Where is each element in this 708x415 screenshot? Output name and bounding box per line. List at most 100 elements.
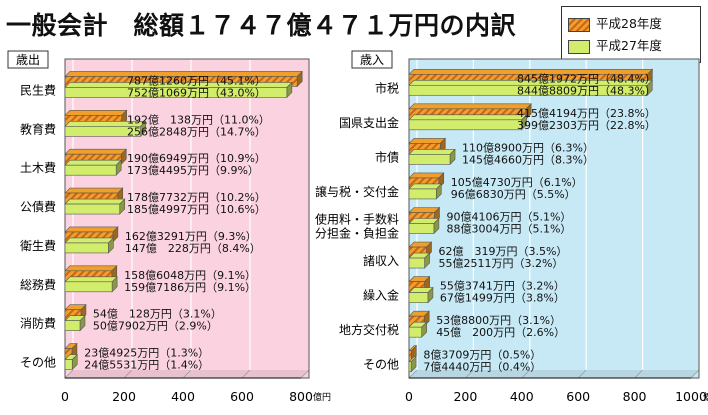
expenditure-data-label: 787億1260万円（45.1%）: [127, 74, 266, 87]
legend-item-series-a: 平成28年度: [568, 15, 662, 33]
revenue-grid-depth: [577, 369, 587, 379]
expenditure-category-label: 衛生費: [20, 238, 56, 253]
expenditure-data-label: 185億4997万円（10.6%）: [127, 203, 266, 216]
expenditure-unit-label: 億円: [313, 391, 331, 403]
expenditure-bar: [64, 320, 81, 331]
revenue-bar: [408, 292, 429, 303]
revenue-data-label: 45億 200万円（2.6%）: [436, 326, 565, 339]
expenditure-bar: [64, 87, 288, 98]
revenue-category-label: 繰入金: [363, 288, 399, 303]
expenditure-data-label: 178億7732万円（10.2%）: [127, 191, 266, 204]
legend-label-series-b: 平成27年度: [596, 38, 662, 53]
expenditure-category-label: 消防費: [20, 316, 56, 331]
revenue-category-label: 譲与税・交付金: [315, 184, 399, 199]
expenditure-data-label: 190億6949万円（10.9%）: [127, 152, 266, 165]
expenditure-category-label: 土木費: [20, 160, 56, 175]
revenue-grid-depth: [408, 369, 418, 379]
revenue-data-label: 844億8809万円（48.3%）: [517, 84, 656, 97]
revenue-category-label: 国県支出金: [339, 115, 399, 130]
revenue-bar-top: [408, 103, 532, 110]
revenue-floor: [409, 370, 699, 378]
revenue-category-label: 諸収入: [363, 253, 399, 268]
expenditure-category-label: 民生費: [20, 82, 56, 97]
revenue-data-label: 7億4440万円（0.4%）: [423, 361, 541, 374]
revenue-bar: [408, 257, 425, 269]
expenditure-grid-depth: [241, 369, 251, 379]
expenditure-bar-top: [64, 265, 118, 272]
expenditure-data-label: 147億 228万円（8.4%）: [125, 242, 261, 255]
revenue-tick-label: 800: [623, 389, 647, 404]
revenue-data-label: 53億8800万円（3.1%）: [436, 314, 561, 327]
revenue-bar: [408, 326, 422, 338]
expenditure-bar: [64, 164, 117, 176]
legend-item-series-b: 平成27年度: [568, 37, 662, 55]
expenditure-tick-label: 200: [112, 389, 136, 404]
legend-label-series-a: 平成28年度: [596, 16, 662, 31]
revenue-data-label: 62億 319万円（3.5%）: [438, 245, 567, 258]
expenditure-data-label: 192億 138万円（11.0%）: [127, 113, 270, 126]
revenue-tick-label: 1000: [675, 389, 707, 404]
expenditure-bar-top: [64, 226, 119, 233]
expenditure-bar: [64, 203, 121, 215]
revenue-bar: [408, 154, 451, 165]
revenue-bar-top: [408, 172, 445, 179]
expenditure-tick-label: 400: [171, 389, 195, 404]
expenditure-bar: [64, 359, 73, 370]
expenditure-data-label: 173億4495万円（9.9%）: [127, 164, 259, 177]
expenditure-grid-depth: [64, 369, 74, 379]
revenue-data-label: 96億6830万円（5.5%）: [451, 188, 576, 201]
revenue-bar-top: [408, 183, 442, 190]
revenue-bar: [408, 119, 522, 131]
expenditure-data-label: 159億7186万円（9.1%）: [124, 281, 256, 294]
expenditure-category-label: 総務費: [20, 277, 56, 292]
revenue-tick-label: 200: [453, 389, 477, 404]
revenue-data-label: 145億4660万円（8.3%）: [462, 153, 594, 166]
expenditure-category-label: 教育費: [20, 121, 56, 136]
expenditure-bar-top: [64, 187, 124, 194]
revenue-tick-label: 600: [566, 389, 590, 404]
revenue-data-label: 110億8900万円（6.3%）: [462, 141, 594, 154]
expenditure-bar-top: [64, 110, 128, 116]
expenditure-category-label: 公債費: [20, 199, 56, 214]
expenditure-bar-top: [64, 198, 126, 205]
revenue-bar-top: [408, 114, 528, 121]
expenditure-tick-label: 800: [289, 389, 313, 404]
expenditure-bar-top: [64, 276, 118, 283]
revenue-data-label: 105億4730万円（6.1%）: [451, 176, 583, 189]
legend-swatch-series-a: [568, 17, 590, 32]
expenditure-bar-top: [64, 148, 127, 155]
revenue-bar: [408, 188, 437, 200]
revenue-bar-top: [408, 149, 456, 155]
revenue-category-label: 市債: [375, 149, 399, 164]
expenditure-data-label: 752億1069万円（43.0%）: [127, 86, 266, 99]
expenditure-data-label: 54億 128万円（3.1%）: [93, 308, 222, 321]
expenditure-grid-depth: [300, 369, 310, 379]
revenue-data-label: 415億4194万円（23.8%）: [517, 107, 656, 120]
expenditure-data-label: 23億4925万円（1.3%）: [84, 347, 209, 360]
revenue-tick-label: 400: [510, 389, 534, 404]
expenditure-data-label: 162億3291万円（9.3%）: [125, 230, 257, 243]
expenditure-data-label: 50億7902万円（2.9%）: [93, 320, 218, 333]
expenditure-data-label: 158億6048万円（9.1%）: [124, 269, 256, 282]
expenditure-bar: [64, 126, 141, 137]
expenditure-bar-top: [64, 159, 122, 166]
expenditure-grid-depth: [123, 369, 133, 379]
revenue-data-label: 67億1499万円（3.8%）: [440, 292, 565, 305]
revenue-category-label: 地方交付税: [339, 322, 399, 337]
revenue-bar: [408, 350, 412, 362]
expenditure-section-label-box: [7, 50, 49, 69]
revenue-grid-depth: [465, 369, 474, 379]
revenue-category-label: 使用料・手数料: [315, 212, 399, 227]
revenue-bar: [408, 84, 648, 96]
expenditure-bar: [64, 281, 113, 293]
revenue-section-label-box: [351, 50, 393, 69]
revenue-section-label: 歳入: [360, 53, 384, 67]
revenue-data-label: 399億2303万円（22.8%）: [517, 119, 656, 132]
expenditure-data-label: 24億5531万円（1.4%）: [84, 359, 209, 372]
expenditure-grid-depth: [182, 369, 192, 379]
revenue-grid-depth: [634, 369, 643, 379]
revenue-category-label: その他: [363, 358, 399, 372]
expenditure-section-label: 歳出: [16, 53, 40, 67]
revenue-unit-label: 億円: [703, 391, 708, 403]
